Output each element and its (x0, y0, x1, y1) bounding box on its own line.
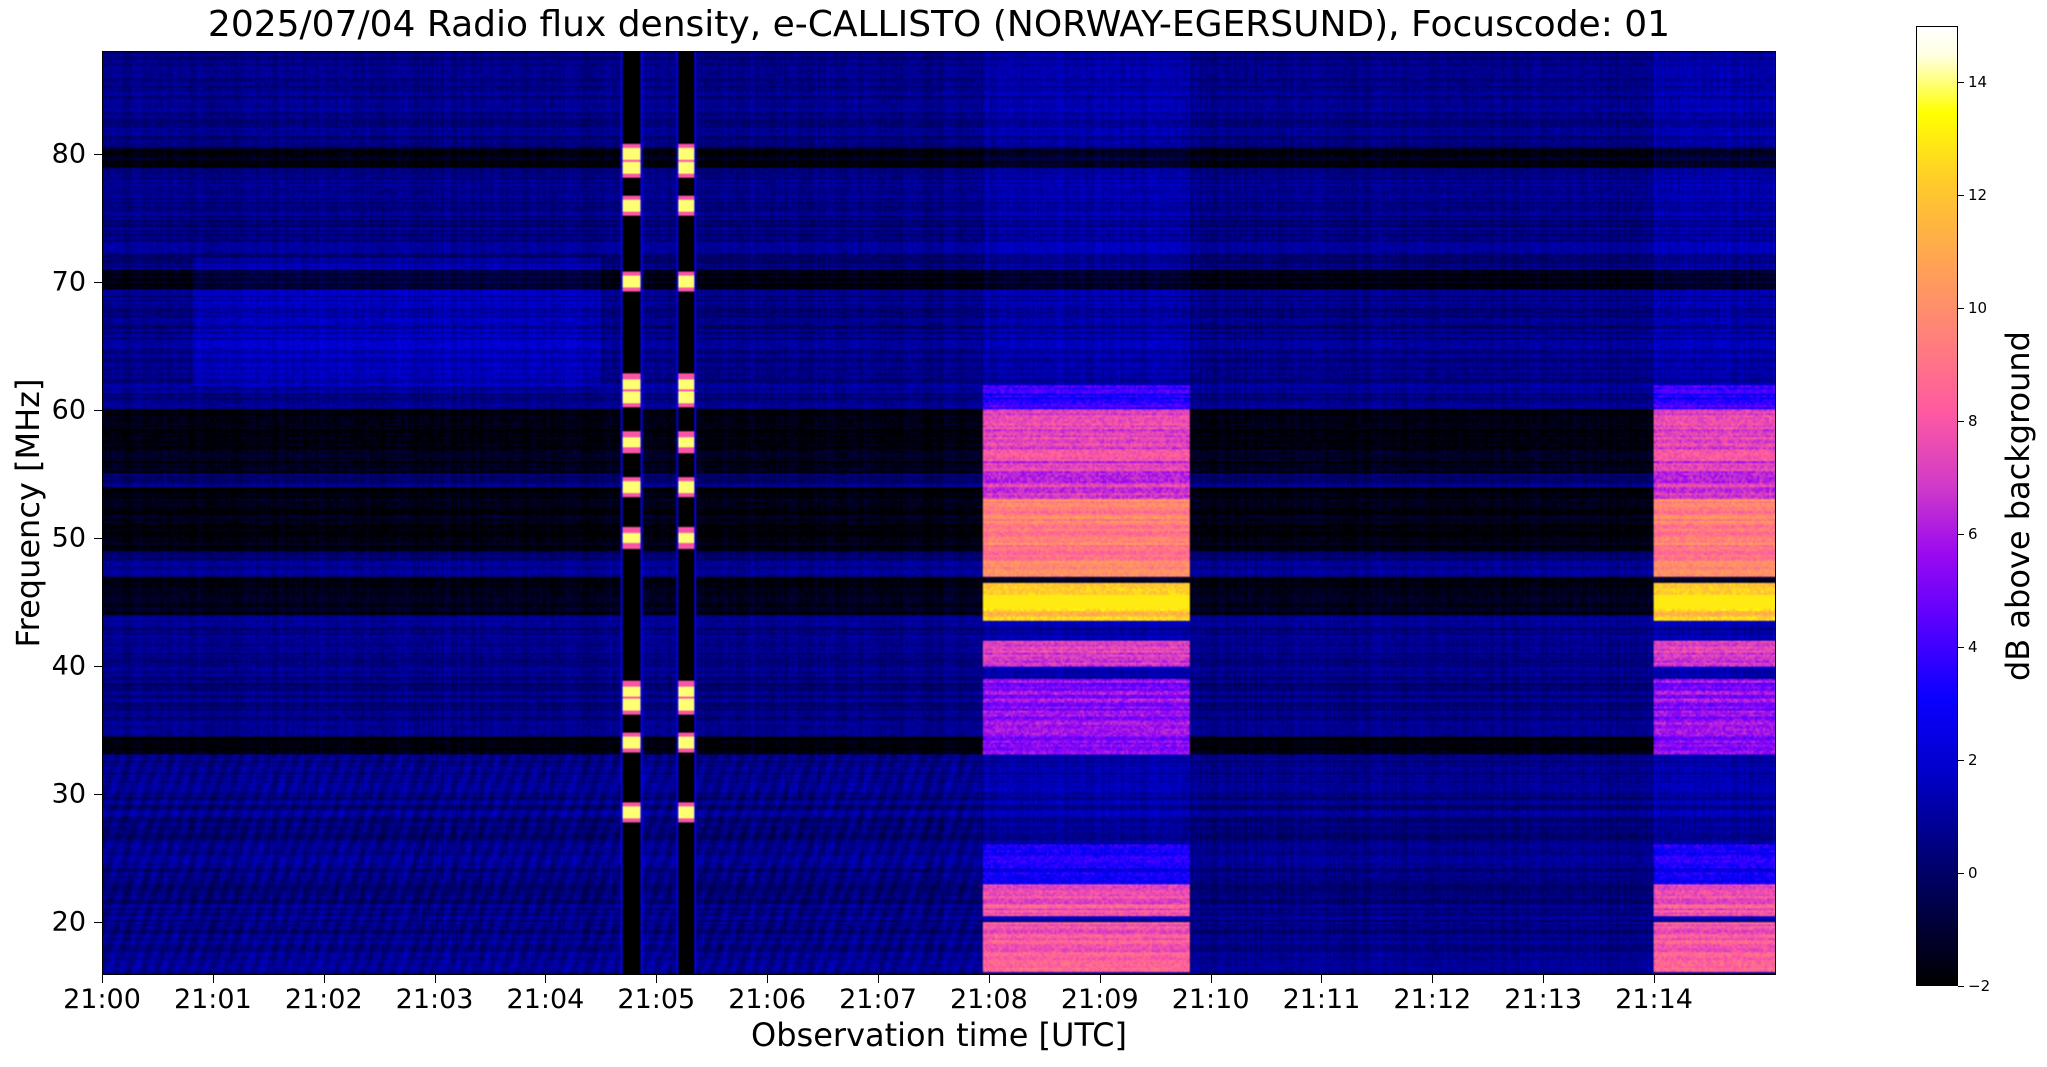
y-tick-label: 60 (51, 394, 86, 426)
y-tick-mark (94, 922, 102, 924)
y-tick-label: 80 (51, 138, 86, 170)
x-tick-mark (434, 975, 436, 983)
colorbar-tick-label: 0 (1968, 864, 1978, 883)
colorbar-tick-mark (1958, 534, 1964, 536)
colorbar-tick-mark (1958, 308, 1964, 310)
colorbar-tick-label: 8 (1968, 412, 1978, 431)
y-axis-label: Frequency [MHz] (9, 378, 47, 648)
x-tick-mark (1321, 975, 1323, 983)
y-tick-mark (94, 153, 102, 155)
x-tick-label: 21:08 (949, 984, 1028, 1015)
colorbar (1916, 26, 1958, 986)
x-tick-mark (545, 975, 547, 983)
y-tick-mark (94, 666, 102, 668)
x-tick-mark (1099, 975, 1101, 983)
colorbar-tick-label: 2 (1968, 751, 1978, 770)
x-tick-label: 21:05 (617, 984, 696, 1015)
x-tick-label: 21:03 (395, 984, 474, 1015)
colorbar-tick-label: 12 (1968, 186, 1988, 205)
colorbar-tick-label: 6 (1968, 525, 1978, 544)
colorbar-tick-mark (1958, 82, 1964, 84)
y-tick-label: 30 (51, 778, 86, 810)
x-tick-mark (988, 975, 990, 983)
colorbar-tick-label: 4 (1968, 638, 1978, 657)
x-tick-label: 21:14 (1615, 984, 1693, 1015)
y-tick-label: 40 (51, 650, 86, 682)
x-tick-mark (1543, 975, 1545, 983)
x-tick-label: 21:13 (1504, 984, 1583, 1015)
colorbar-tick-mark (1958, 873, 1964, 875)
chart-title: 2025/07/04 Radio flux density, e-CALLIST… (207, 4, 1671, 45)
x-tick-label: 21:04 (506, 984, 585, 1015)
x-tick-mark (767, 975, 769, 983)
x-tick-label: 21:07 (839, 984, 917, 1015)
x-tick-label: 21:06 (728, 984, 807, 1015)
x-tick-mark (102, 975, 103, 983)
colorbar-tick-mark (1958, 986, 1964, 987)
colorbar-tick-mark (1958, 195, 1964, 197)
x-tick-label: 21:09 (1060, 984, 1139, 1015)
x-tick-label: 21:11 (1282, 984, 1361, 1015)
colorbar-tick-label: 10 (1968, 299, 1988, 318)
x-tick-mark (878, 975, 880, 983)
y-tick-mark (94, 281, 102, 283)
y-tick-label: 50 (51, 522, 86, 554)
x-tick-mark (1432, 975, 1434, 983)
y-tick-mark (94, 537, 102, 539)
colorbar-tick-label: 14 (1968, 73, 1988, 92)
x-tick-label: 21:02 (284, 984, 363, 1015)
x-tick-mark (212, 975, 214, 983)
x-tick-mark (1654, 975, 1656, 983)
colorbar-tick-mark (1958, 760, 1964, 762)
x-tick-label: 21:00 (63, 984, 141, 1015)
spectrogram-plot-area (102, 51, 1776, 975)
x-axis-label: Observation time [UTC] (751, 1016, 1127, 1054)
x-tick-mark (656, 975, 658, 983)
x-tick-mark (1210, 975, 1212, 983)
colorbar-tick-label: −2 (1968, 977, 1991, 995)
colorbar-tick-mark (1958, 421, 1964, 423)
y-tick-mark (94, 794, 102, 796)
x-tick-label: 21:01 (173, 984, 252, 1015)
y-tick-label: 20 (51, 906, 86, 938)
colorbar-label: dB above background (1999, 331, 2037, 681)
x-tick-label: 21:10 (1171, 984, 1250, 1015)
y-tick-mark (94, 409, 102, 411)
spectrogram-heatmap (103, 52, 1775, 974)
colorbar-tick-mark (1958, 647, 1964, 649)
x-tick-mark (323, 975, 325, 983)
y-tick-label: 70 (51, 266, 86, 298)
x-tick-label: 21:12 (1393, 984, 1472, 1015)
